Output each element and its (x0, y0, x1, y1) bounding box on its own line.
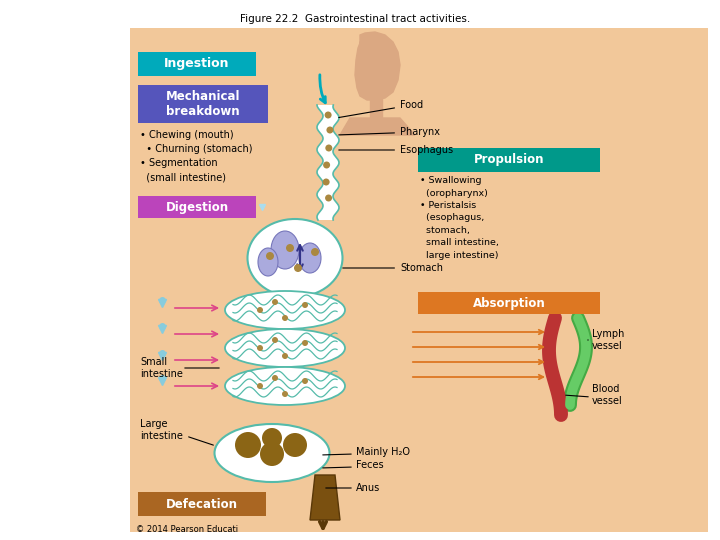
Circle shape (326, 126, 333, 133)
Text: • Swallowing
  (oropharynx)
• Peristalsis
  (esophagus,
  stomach,
  small intes: • Swallowing (oropharynx) • Peristalsis … (420, 176, 499, 260)
Text: Small
intestine: Small intestine (140, 357, 183, 379)
Text: Absorption: Absorption (472, 296, 545, 309)
Circle shape (272, 375, 278, 381)
Circle shape (257, 345, 263, 351)
Ellipse shape (258, 248, 278, 276)
Text: Digestion: Digestion (166, 200, 228, 213)
Circle shape (294, 264, 302, 272)
Circle shape (283, 433, 307, 457)
Circle shape (302, 302, 308, 308)
Ellipse shape (215, 424, 330, 482)
Ellipse shape (225, 367, 345, 405)
Circle shape (325, 194, 332, 201)
Text: Defecation: Defecation (166, 497, 238, 510)
Polygon shape (355, 32, 400, 100)
Text: Lymph
vessel: Lymph vessel (592, 329, 624, 351)
Circle shape (257, 383, 263, 389)
Bar (130, 28, 708, 532)
Circle shape (325, 145, 333, 152)
Circle shape (282, 391, 288, 397)
Text: Esophagus: Esophagus (339, 145, 453, 155)
Circle shape (323, 179, 330, 186)
Text: Anus: Anus (356, 483, 380, 493)
Ellipse shape (248, 219, 343, 297)
Circle shape (282, 353, 288, 359)
Text: Pharynx: Pharynx (339, 127, 440, 137)
Circle shape (260, 442, 284, 466)
Text: Feces: Feces (356, 460, 384, 470)
Text: Blood
vessel: Blood vessel (592, 384, 623, 406)
Circle shape (302, 378, 308, 384)
Circle shape (286, 244, 294, 252)
Text: Ingestion: Ingestion (164, 57, 230, 71)
Circle shape (266, 252, 274, 260)
Text: Mechanical
breakdown: Mechanical breakdown (166, 90, 240, 118)
Text: Propulsion: Propulsion (474, 153, 544, 166)
Text: Food: Food (338, 100, 423, 118)
Text: Large
intestine: Large intestine (140, 419, 183, 441)
Polygon shape (370, 98, 382, 120)
Polygon shape (310, 475, 340, 520)
Circle shape (262, 428, 282, 448)
Circle shape (323, 161, 330, 168)
Circle shape (272, 337, 278, 343)
Circle shape (282, 315, 288, 321)
Bar (138, 196, 256, 218)
Circle shape (311, 248, 319, 256)
Bar (138, 52, 256, 76)
Text: © 2014 Pearson Educati: © 2014 Pearson Educati (136, 525, 238, 535)
Circle shape (257, 307, 263, 313)
Circle shape (325, 111, 332, 118)
Text: • Chewing (mouth)
  • Churning (stomach)
• Segmentation
  (small intestine): • Chewing (mouth) • Churning (stomach) •… (140, 130, 253, 182)
Circle shape (302, 340, 308, 346)
Text: Figure 22.2  Gastrointestinal tract activities.: Figure 22.2 Gastrointestinal tract activ… (240, 14, 470, 24)
Polygon shape (317, 105, 339, 220)
Ellipse shape (225, 329, 345, 367)
Polygon shape (340, 118, 415, 135)
Bar (138, 85, 268, 123)
Circle shape (235, 432, 261, 458)
Ellipse shape (225, 291, 345, 329)
Bar (418, 292, 600, 314)
Bar (138, 492, 266, 516)
Text: Mainly H₂O: Mainly H₂O (356, 447, 410, 457)
Ellipse shape (271, 231, 299, 269)
Text: Stomach: Stomach (343, 263, 443, 273)
Ellipse shape (299, 243, 321, 273)
Circle shape (272, 299, 278, 305)
Bar (418, 148, 600, 172)
